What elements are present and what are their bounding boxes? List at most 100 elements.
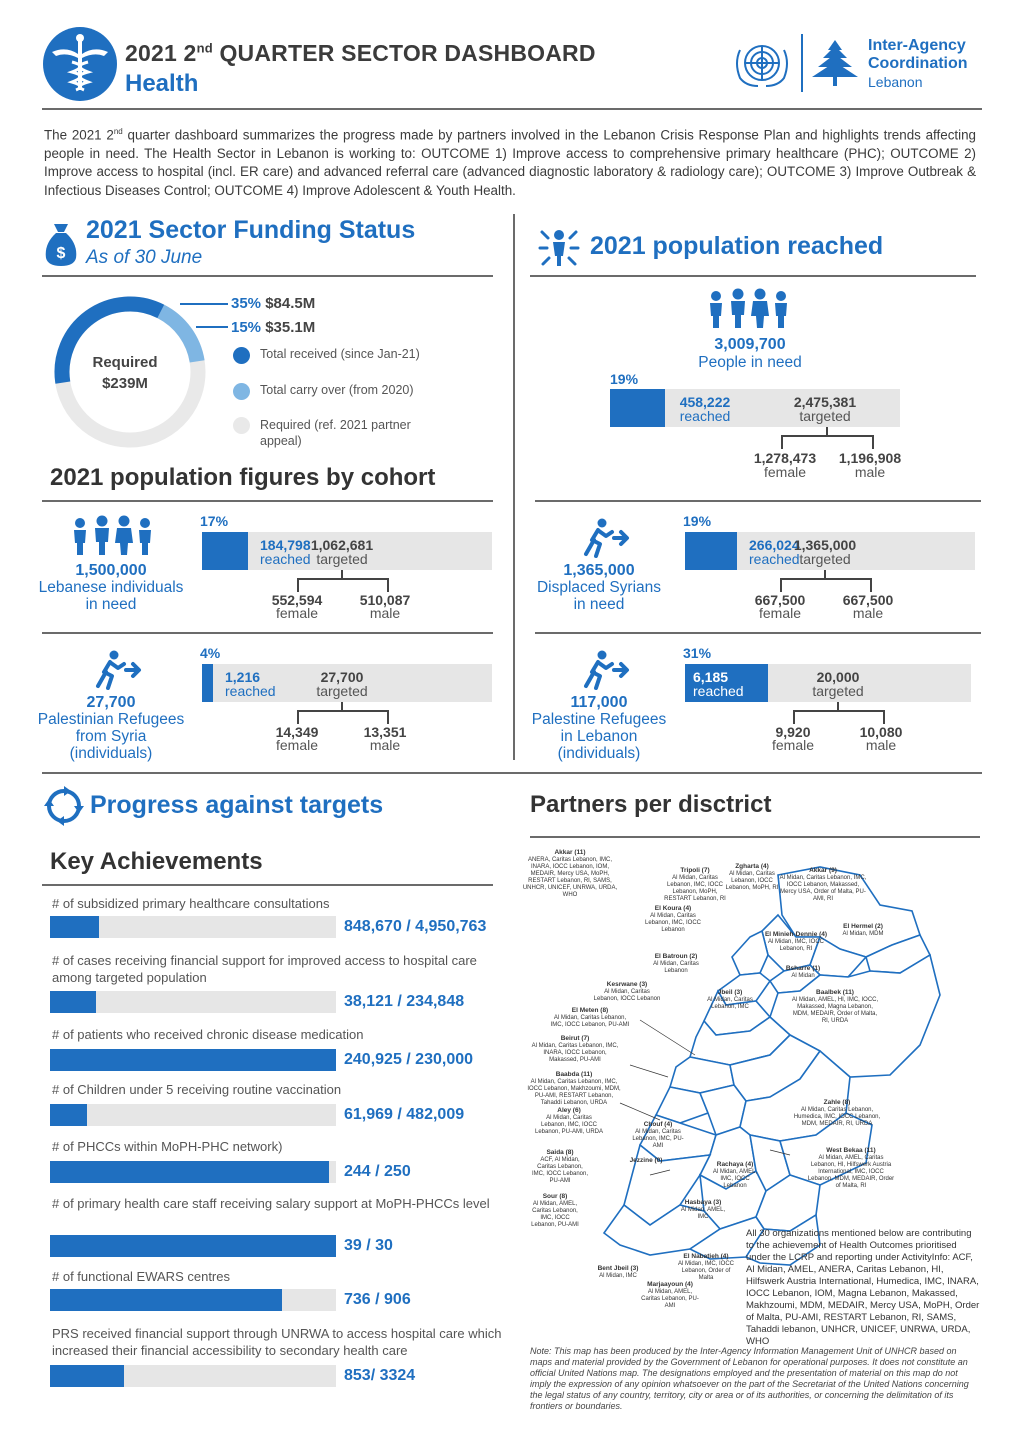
cohort-rule-left <box>42 500 493 502</box>
cohort-label: Palestine Refugees in Lebanon (individuals… <box>516 711 682 762</box>
achievement-value: 240,925 / 230,000 <box>344 1051 474 1068</box>
cohort-label-line: (individuals) <box>69 745 153 762</box>
achievement-bar-fill <box>50 1161 329 1183</box>
district-name: Zahle (8) <box>823 1099 851 1106</box>
district-name: Hasbaya (3) <box>684 1199 722 1206</box>
money-bag-icon: $ <box>44 220 78 268</box>
achievement-bar-fill <box>50 1049 336 1071</box>
walking-person-icon <box>582 518 630 563</box>
district-label: Jbeil (3) Al Midan, Caritas Lebanon, IMC <box>700 989 760 1011</box>
cohort-value: 27,700 <box>86 694 136 711</box>
cohort-label-line: in need <box>85 596 137 613</box>
district-label: Akkar (9) Al Midan, Caritas Lebanon, IMC,… <box>778 867 868 903</box>
cohort-targeted-label: targeted <box>316 551 368 567</box>
district-label: Kesrwane (3) Al Midan, Caritas Lebanon, I… <box>592 981 662 1003</box>
district-partners: Al Midan <box>791 973 815 979</box>
legend-carry-label: Total carry over (from 2020) <box>260 383 414 397</box>
walking-person-icon <box>582 650 630 695</box>
coordination-logo-text: Inter-Agency Coordination Lebanon <box>868 37 968 91</box>
district-name: Jezzine (0) <box>629 1157 663 1164</box>
district-partners: Al Midan, IMC, IOCC Lebanon, RI <box>767 939 824 952</box>
district-partners: ACF, Al Midan, Caritas Lebanon, IMC, IOC… <box>531 1157 589 1184</box>
district-name: Saida (8) <box>546 1149 574 1156</box>
district-partners: Al Midan, Caritas Lebanon, IMC, IOCC Leb… <box>550 1015 630 1028</box>
cohort-label: Displaced Syrians in need <box>516 579 682 613</box>
cohort-label-line: Lebanese individuals <box>38 579 184 596</box>
cohort-targeted-label: targeted <box>812 683 864 699</box>
required-value: $239M <box>102 375 148 392</box>
cohort-mid-rule-left <box>42 632 493 634</box>
district-partners: Al Midan, Caritas Lebanon, IMC <box>707 997 753 1010</box>
achievement-label: # of functional EWARS centres <box>52 1269 230 1284</box>
logo-line-1: Inter-Agency <box>868 37 966 54</box>
achievement-label: # of subsidized primary healthcare consu… <box>52 896 330 911</box>
cohort-bracket-stem <box>341 702 343 710</box>
cohort-pct: 19% <box>683 513 712 529</box>
carry-figure: 15% $35.1M <box>231 319 316 336</box>
dashboard-subtitle: Health <box>125 70 199 97</box>
key-achievements-title: Key Achievements <box>50 848 263 875</box>
cohort-value: 117,000 <box>570 694 628 711</box>
cohort-targeted-value: 27,700 <box>320 669 364 685</box>
pin-value: 3,009,700 <box>714 336 786 353</box>
cohort-male-value: 667,500 <box>842 592 894 608</box>
district-name: Akkar (11) <box>554 849 586 856</box>
cohort-male-label: male <box>865 737 897 753</box>
cohort-male-value: 10,080 <box>859 724 903 740</box>
achievement-label: # of PHCCs within MoPH-PHC network) <box>52 1139 283 1154</box>
cohort-bar-fill <box>685 664 768 702</box>
district-name: West Bekaa (11) <box>826 1147 876 1154</box>
cohort-bar-fill <box>202 532 248 570</box>
district-label: Baabda (11) Al Midan, Caritas Lebanon, IM… <box>524 1071 624 1107</box>
achievement-bar-fill <box>50 1104 87 1126</box>
district-partners: Al Midan, AMEL, Caritas Lebanon, HI, Hil… <box>807 1155 895 1189</box>
achievement-value: 853/ 3324 <box>344 1367 416 1384</box>
district-partners: Al Midan, Caritas Lebanon, IOCC Lebanon,… <box>725 871 779 891</box>
cohort-label-line: Palestine Refugees <box>531 711 667 728</box>
population-female-label: female <box>763 464 807 480</box>
district-partners: Al Midan, Caritas Lebanon, Humedica, IMC… <box>793 1107 881 1127</box>
district-label: El Meten (8) Al Midan, Caritas Lebanon, I… <box>550 1007 630 1029</box>
district-partners: Al Midan, AMEL, IMC <box>680 1207 726 1220</box>
district-name: El Batroun (2) <box>654 953 698 960</box>
population-rule <box>530 275 976 277</box>
cohort-label-line: Palestinian Refugees <box>37 711 185 728</box>
cohort-male-label: male <box>852 605 884 621</box>
district-partners: ANERA, Caritas Lebanon, IMC, INARA, IOCC… <box>522 857 618 898</box>
cohort-female-value: 667,500 <box>754 592 806 608</box>
district-label: West Bekaa (11) Al Midan, AMEL, Caritas L… <box>806 1147 896 1190</box>
district-name: Kesrwane (3) <box>606 981 648 988</box>
district-partners: Al Midan, AMEL, Caritas Lebanon, PU-AMI <box>641 1289 699 1309</box>
cohort-targeted-value: 1,062,681 <box>310 537 374 553</box>
achievement-label: # of patients who received chronic disea… <box>52 1027 364 1042</box>
cohort-targeted-value: 1,365,000 <box>793 537 857 553</box>
funding-donut <box>50 292 210 452</box>
cohort-female-value: 14,349 <box>275 724 319 740</box>
funding-title: 2021 Sector Funding Status <box>86 216 416 244</box>
funding-subtitle: As of 30 June <box>86 247 203 268</box>
cohort-reached-value: 184,798 <box>260 537 311 553</box>
achievement-value: 848,670 / 4,950,763 <box>344 918 487 935</box>
district-label: Hasbaya (3) Al Midan, AMEL, IMC <box>678 1199 728 1221</box>
district-partners: Al Midan, IMC, IOCC Lebanon, Order of Ma… <box>677 1261 734 1281</box>
cohort-reached-value: 1,216 <box>225 669 261 685</box>
district-label: Aley (6) Al Midan, Caritas Lebanon, IMC, … <box>534 1107 604 1136</box>
progress-cycle-icon <box>44 786 84 826</box>
cohort-reached-value: 6,185 <box>693 669 729 685</box>
vertical-divider-top <box>513 214 515 760</box>
progress-title: Progress against targets <box>90 791 384 819</box>
achievement-value: 61,969 / 482,009 <box>344 1106 465 1123</box>
cohort-title: 2021 population figures by cohort <box>50 464 436 491</box>
cohort-bracket <box>793 710 885 724</box>
key-achievements-rule <box>42 884 493 886</box>
district-name: Jbeil (3) <box>717 989 743 996</box>
walking-person-icon <box>94 650 142 695</box>
cohort-label-line: in Lebanon <box>560 728 638 745</box>
achievement-bar-fill <box>50 1365 124 1387</box>
cohort-reached-value: 266,024 <box>749 537 800 553</box>
map-disclaimer: Note: This map has been produced by the … <box>530 1346 969 1411</box>
district-partners: Al Midan, Caritas Lebanon, IMC, INARA, I… <box>531 1043 619 1063</box>
logo-line-2: Coordination <box>868 55 968 72</box>
cohort-reached-label: reached <box>749 551 800 567</box>
district-label: Akkar (11) ANERA, Caritas Lebanon, IMC, I… <box>520 849 620 899</box>
